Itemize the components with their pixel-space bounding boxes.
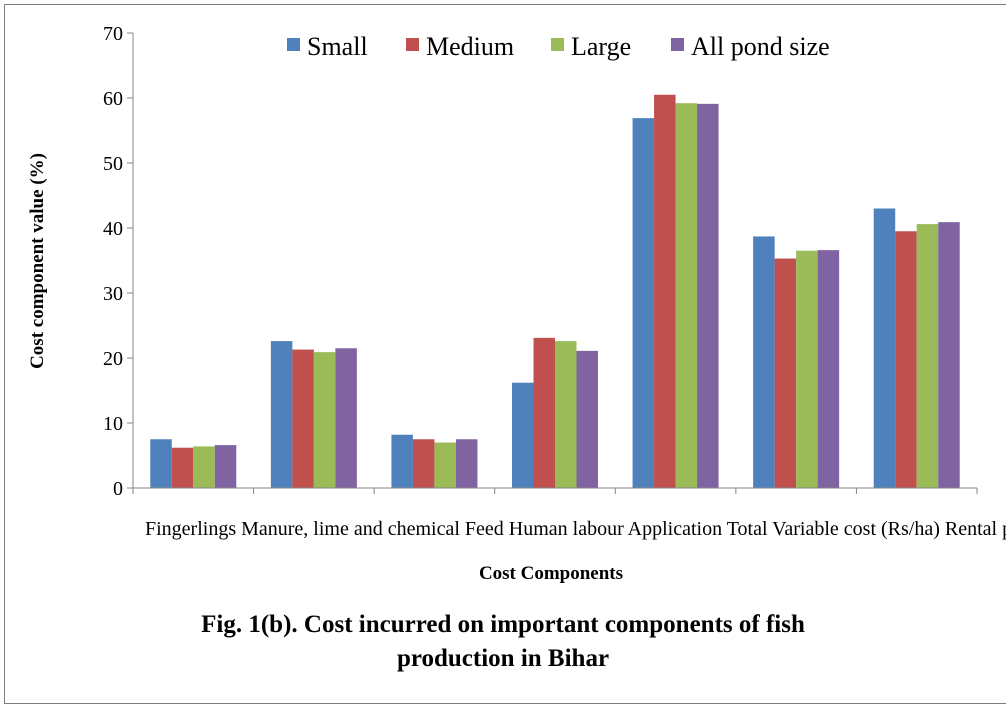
bar-large-0 [193, 446, 215, 488]
bar-all-pond-size-2 [455, 439, 478, 488]
bar-all-pond-size-3 [576, 350, 598, 488]
legend: Small Medium Large All pond size [287, 32, 830, 61]
bar-large-3 [555, 341, 577, 488]
bar-small-1 [270, 341, 293, 488]
bar-medium-2 [412, 439, 435, 488]
bar-all-pond-size-5 [817, 250, 840, 488]
bar-all-pond-size-1 [335, 348, 357, 488]
legend-label-medium: Medium [426, 32, 514, 61]
y-tick-label: 40 [103, 218, 123, 240]
legend-label-large: Large [571, 32, 631, 61]
bar-large-2 [434, 442, 456, 488]
y-tick-label: 20 [103, 348, 123, 370]
figure-caption: Fig. 1(b). Cost incurred on important co… [0, 608, 1006, 676]
bars-layer [150, 94, 960, 489]
bar-all-pond-size-4 [697, 103, 719, 488]
axis-layer: 0 10 20 30 40 50 60 70 [103, 23, 978, 500]
y-tick-label: 0 [113, 478, 123, 500]
bar-large-6 [916, 224, 939, 488]
bar-medium-6 [895, 231, 917, 488]
bar-medium-4 [654, 94, 676, 488]
legend-swatch-medium [406, 38, 419, 51]
bar-all-pond-size-0 [214, 445, 237, 488]
bar-large-5 [796, 250, 818, 488]
bar-medium-3 [533, 337, 555, 488]
legend-swatch-large [551, 38, 564, 51]
y-tick-label: 70 [103, 23, 123, 45]
bar-small-3 [512, 382, 534, 488]
bar-large-1 [313, 352, 336, 488]
legend-swatch-all-pond-size [671, 38, 684, 51]
bar-medium-5 [774, 258, 797, 488]
bar-medium-0 [171, 447, 194, 488]
bar-medium-1 [292, 349, 314, 488]
bar-small-2 [391, 434, 413, 488]
y-axis-title: Cost component value (%) [27, 153, 48, 369]
bar-large-4 [675, 103, 698, 488]
legend-swatch-small [287, 38, 300, 51]
y-tick-label: 50 [103, 153, 123, 175]
bar-small-5 [753, 236, 775, 488]
bar-small-6 [873, 208, 896, 488]
legend-label-small: Small [307, 32, 368, 61]
bar-small-0 [150, 439, 172, 488]
caption-line-2: production in Bihar [396, 645, 610, 672]
x-tick-labels: Fingerlings Manure, lime and chemical Fe… [145, 518, 1006, 540]
legend-label-all-pond-size: All pond size [691, 32, 830, 61]
bar-small-4 [632, 118, 655, 489]
caption-line-1: Fig. 1(b). Cost incurred on important co… [201, 611, 805, 638]
bar-chart: 0 10 20 30 40 50 60 70 Small Medium Large All pond… [27, 23, 1006, 584]
y-tick-label: 60 [103, 88, 123, 110]
y-tick-label: 30 [103, 283, 123, 305]
x-axis-title: Cost Components [479, 563, 623, 584]
bar-all-pond-size-6 [938, 222, 960, 488]
y-tick-label: 10 [103, 413, 123, 435]
